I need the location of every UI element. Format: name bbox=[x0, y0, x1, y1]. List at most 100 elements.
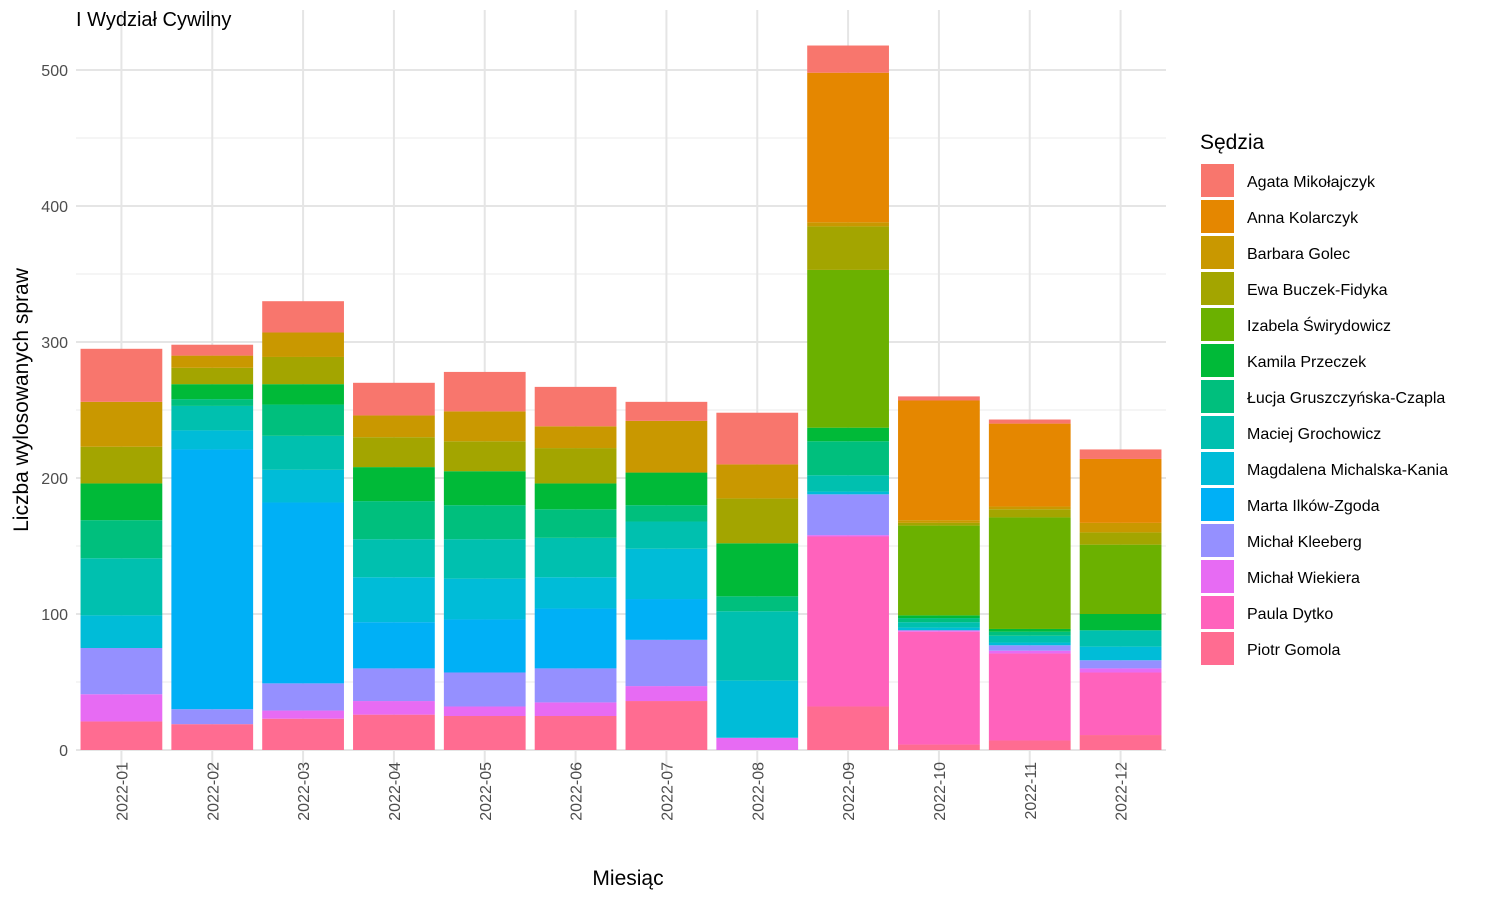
legend-swatch bbox=[1201, 488, 1234, 521]
bar-segment bbox=[988, 423, 1071, 507]
legend-label: Łucja Gruszczyńska-Czapla bbox=[1247, 390, 1445, 407]
bar-segment bbox=[171, 344, 254, 356]
bar-segment bbox=[625, 472, 708, 506]
bar-segment bbox=[716, 611, 799, 681]
bar-segment bbox=[534, 716, 617, 750]
bar-segment bbox=[534, 386, 617, 427]
bar-segment bbox=[988, 653, 1071, 741]
legend-swatch bbox=[1201, 200, 1234, 233]
x-tick-label: 2022-10 bbox=[932, 762, 949, 821]
bar-segment bbox=[171, 709, 254, 725]
bar-segment bbox=[625, 420, 708, 473]
x-tick-label: 2022-12 bbox=[1114, 762, 1131, 821]
bars bbox=[80, 45, 1162, 750]
x-tick-label: 2022-06 bbox=[569, 762, 586, 821]
bar-segment bbox=[898, 525, 980, 616]
bar-segment bbox=[898, 622, 980, 628]
bar-segment bbox=[716, 498, 799, 544]
bar-segment bbox=[262, 469, 344, 503]
legend-swatch bbox=[1201, 308, 1234, 341]
bar-segment bbox=[353, 714, 435, 750]
y-tick-label: 100 bbox=[41, 607, 68, 624]
legend-swatch bbox=[1201, 164, 1234, 197]
x-tick-label: 2022-05 bbox=[478, 762, 495, 821]
legend-label: Paula Dytko bbox=[1247, 606, 1333, 623]
bar-segment bbox=[898, 630, 980, 632]
bar-segment bbox=[988, 635, 1071, 643]
bar-segment bbox=[534, 426, 617, 449]
legend-swatch bbox=[1201, 344, 1234, 377]
bar-segment bbox=[1079, 660, 1162, 669]
bar-segment bbox=[807, 45, 889, 73]
bar-segment bbox=[353, 668, 435, 702]
bar-segment bbox=[534, 668, 617, 703]
bar-segment bbox=[80, 558, 163, 616]
legend-swatch bbox=[1201, 452, 1234, 485]
bar-segment bbox=[988, 740, 1071, 750]
bar-segment bbox=[353, 501, 435, 540]
bar-segment bbox=[625, 548, 708, 600]
bar-segment bbox=[625, 639, 708, 687]
bar-segment bbox=[353, 467, 435, 502]
bar-segment bbox=[625, 599, 708, 640]
legend-label: Piotr Gomola bbox=[1247, 642, 1340, 659]
bar-segment bbox=[807, 427, 889, 442]
x-axis-title: Miesiąc bbox=[592, 867, 663, 890]
legend-swatch bbox=[1201, 416, 1234, 449]
bar-segment bbox=[353, 701, 435, 715]
bar-segment bbox=[262, 718, 344, 750]
bar-segment bbox=[1079, 532, 1162, 545]
bar-segment bbox=[171, 449, 254, 710]
bar-segment bbox=[262, 404, 344, 436]
bar-segment bbox=[171, 384, 254, 400]
bar-segment bbox=[534, 448, 617, 484]
bar-segment bbox=[262, 710, 344, 719]
y-tick-label: 300 bbox=[41, 335, 68, 352]
legend-label: Michał Wiekiera bbox=[1247, 570, 1360, 587]
bar-segment bbox=[625, 701, 708, 750]
bar-segment bbox=[1079, 735, 1162, 750]
bar-segment bbox=[988, 517, 1071, 629]
legend-label: Agata Mikołajczyk bbox=[1247, 174, 1376, 191]
bar-segment bbox=[443, 716, 526, 750]
legend-label: Izabela Świrydowicz bbox=[1247, 316, 1391, 335]
legend-label: Anna Kolarczyk bbox=[1247, 210, 1359, 227]
bar-segment bbox=[988, 419, 1071, 424]
bar-segment bbox=[80, 401, 163, 447]
bar-segment bbox=[716, 464, 799, 499]
bar-segment bbox=[1079, 668, 1162, 673]
bar-segment bbox=[988, 645, 1071, 651]
bar-segment bbox=[625, 521, 708, 549]
bar-segment bbox=[988, 628, 1071, 632]
bar-segment bbox=[353, 415, 435, 438]
bar-segment bbox=[716, 543, 799, 597]
bar-segment bbox=[898, 396, 980, 401]
bar-segment bbox=[716, 412, 799, 465]
bar-segment bbox=[353, 539, 435, 578]
bar-segment bbox=[625, 686, 708, 702]
bar-segment bbox=[716, 737, 799, 750]
legend: Sędzia Agata Mikołajczyk Anna Kolarczyk Ba… bbox=[1200, 131, 1448, 665]
bar-segment bbox=[443, 471, 526, 506]
bar-segment bbox=[443, 539, 526, 579]
bar-segment bbox=[625, 505, 708, 522]
bar-segment bbox=[443, 619, 526, 673]
bar-segment bbox=[898, 400, 980, 521]
bar-segment bbox=[443, 411, 526, 442]
bar-segment bbox=[534, 483, 617, 510]
bar-segment bbox=[625, 401, 708, 421]
bar-segment bbox=[898, 615, 980, 619]
bar-segment bbox=[534, 509, 617, 538]
bar-segment bbox=[171, 405, 254, 431]
y-tick-label: 400 bbox=[41, 199, 68, 216]
bar-segment bbox=[443, 706, 526, 716]
bar-segment bbox=[80, 694, 163, 722]
x-tick-label: 2022-02 bbox=[205, 762, 222, 821]
bar-segment bbox=[898, 520, 980, 523]
bar-segment bbox=[716, 596, 799, 612]
bar-segment bbox=[988, 509, 1071, 518]
bar-segment bbox=[262, 384, 344, 405]
bar-segment bbox=[171, 430, 254, 450]
bar-segment bbox=[443, 505, 526, 540]
